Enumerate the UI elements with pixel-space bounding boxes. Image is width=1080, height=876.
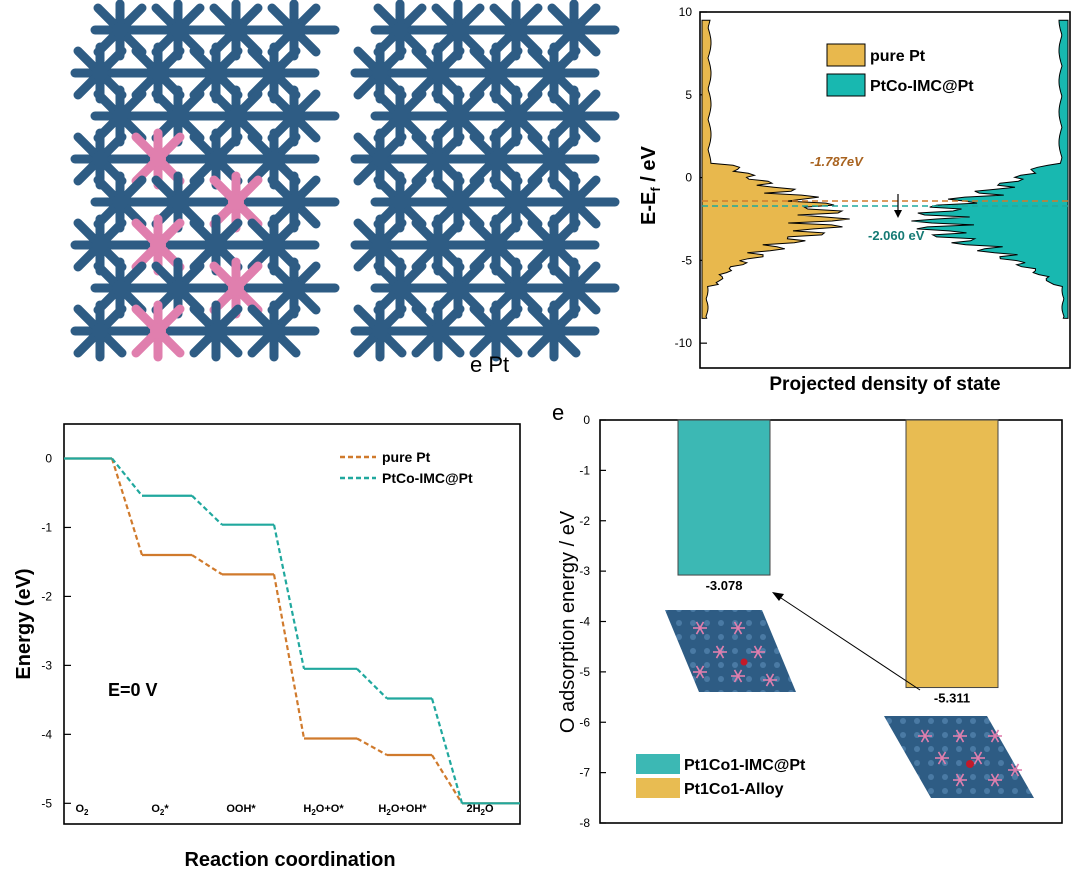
comparison-arrow [777,595,921,691]
energy-step-label: H2O+O* [303,803,344,817]
adsorption-legend-swatch-alloy [636,778,680,798]
energy-step-label: OOH* [226,803,256,815]
energy-condition-label: E=0 V [108,680,158,700]
crystal-structure-right [350,0,620,362]
adsorption-ytick-label: -5 [579,665,590,679]
energy-ytick-label: -4 [41,727,52,741]
adsorption-ytick-label: 0 [583,413,590,427]
dos-legend-swatch-pure-pt [826,43,866,67]
energy-transition-segment [272,524,306,670]
energy-line-pure-pt [64,457,520,805]
dos-annotation-pure-pt: -1.787eV [810,154,864,169]
dos-ytick-label: 5 [685,88,692,102]
dos-frame [699,11,1071,369]
adsorption-ytick-label: -2 [579,514,590,528]
bar-pt1co1-imc [677,419,771,576]
dos-pure-pt-area [701,19,850,319]
energy-step-label: O2* [151,803,169,817]
dos-legend-label-pure-pt: pure Pt [870,48,926,65]
adsorption-ytick-label: -6 [579,715,590,729]
energy-yticks: 0 -1 -2 -3 -4 -5 [41,451,71,810]
dos-ptco-area [911,19,1069,319]
energy-step-label: O2 [75,803,89,817]
dos-shift-arrowhead [894,210,902,218]
dos-ytick-label: -5 [681,253,692,267]
energy-step-labels: O2 O2* OOH* H2O+O* H2O+OH* 2H2O [75,803,493,817]
adsorption-ytick-label: -4 [579,615,590,629]
bar-pt1co1-alloy [905,419,999,689]
energy-ylabel: Energy (eV) [13,568,35,679]
energy-transition-segment [431,754,463,804]
energy-legend-label-ptco: PtCo-IMC@Pt [382,470,473,486]
adsorption-legend-swatch-imc [636,754,680,774]
energy-ytick-label: -1 [41,520,52,534]
energy-transition-segment [356,737,388,756]
energy-step-label: 2H2O [466,803,494,817]
energy-ytick-label: -3 [41,658,52,672]
slab-image-alloy [884,716,1034,798]
adsorption-panel: e 0 -1 -2 -3 -4 -5 -6 -7 -8 -3.078 -5.311 Pt1Co1… [552,400,1063,830]
crystal-structure-left [70,0,340,362]
adsorption-ytick-label: -1 [579,463,590,477]
energy-transition-segment [191,554,223,576]
dos-ytick-label: 10 [679,5,693,19]
adsorption-ylabel: O adsorption energy / eV [557,510,579,733]
dos-ytick-label: 0 [685,171,692,185]
energy-transition-segment [110,458,144,556]
energy-xlabel: Reaction coordination [184,849,395,871]
energy-transition-segment [111,457,143,497]
adsorption-ytick-label: -8 [579,816,590,830]
dos-ylabel: E-Ef / eV [638,146,663,225]
panel-e-letter: e [552,400,564,425]
energy-legend-label-pure-pt: pure Pt [382,449,431,465]
adsorption-legend-label-alloy: Pt1Co1-Alloy [684,781,784,798]
energy-ytick-label: 0 [45,451,52,465]
comparison-arrowhead [772,592,784,601]
adsorption-yticks: 0 -1 -2 -3 -4 -5 -6 -7 -8 [579,413,606,830]
energy-frame [63,423,521,825]
dos-xlabel: Projected density of state [769,374,1000,395]
energy-dashed-transitions [110,457,464,804]
panel-a-caption: e Pt [470,352,509,377]
dos-panel: 10 5 0 -5 -10 -1.787eV -2.060 eV pure Pt PtC… [638,5,1071,395]
energy-transition-segment [272,574,306,739]
adsorption-legend-label-imc: Pt1Co1-IMC@Pt [684,757,806,774]
dos-legend-swatch-ptco [826,73,866,97]
dos-annotation-ptco: -2.060 eV [868,228,925,243]
dos-yticks: 10 5 0 -5 -10 [675,5,707,350]
energy-ytick-label: -2 [41,589,52,603]
adsorption-ytick-label: -7 [579,766,590,780]
energy-step-label: H2O+OH* [378,803,427,817]
adsorption-ytick-label: -3 [579,564,590,578]
dos-ytick-label: -10 [675,336,693,350]
energy-transition-segment [191,494,223,526]
energy-transition-segment [356,668,388,700]
energy-panel: 0 -1 -2 -3 -4 -5 O2 O2* OOH* H2O+O* H2O+OH* 2H2O p… [13,423,521,871]
bar-label-imc: -3.078 [706,578,743,593]
energy-transition-segment [430,698,464,804]
bar-label-alloy: -5.311 [934,691,970,706]
slab-image-imc [665,610,796,692]
dos-legend-label-ptco: PtCo-IMC@Pt [870,78,974,95]
energy-line-ptco [64,457,520,805]
energy-ytick-label: -5 [41,796,52,810]
